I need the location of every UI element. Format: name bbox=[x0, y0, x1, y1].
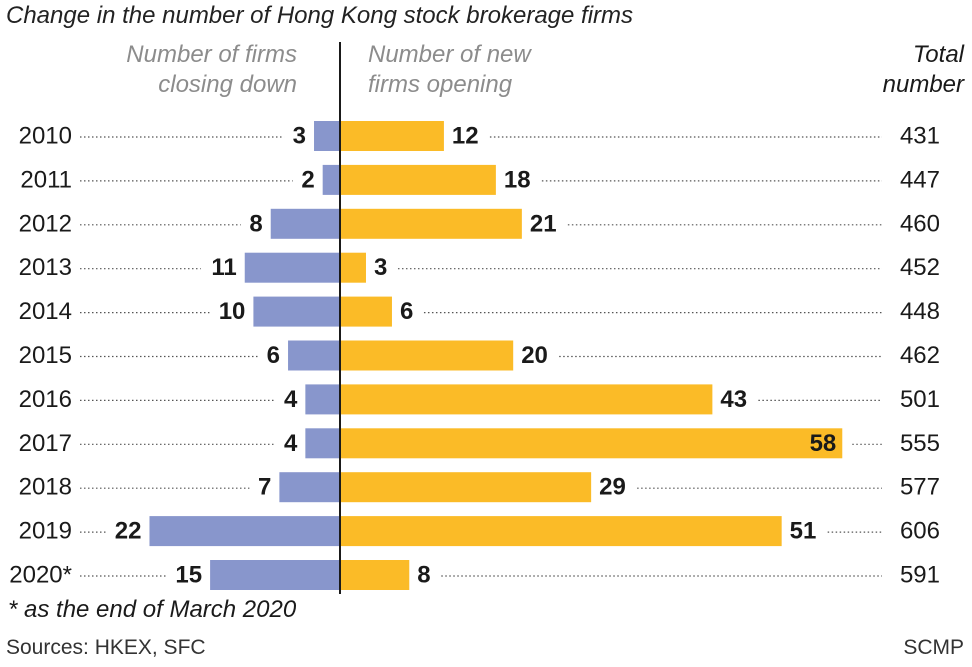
opening-bar bbox=[340, 296, 392, 327]
total-value-label: 448 bbox=[900, 298, 940, 325]
closing-header: Number of firms closing down bbox=[37, 40, 297, 100]
opening-value-label: 18 bbox=[504, 166, 531, 193]
opening-value-label: 12 bbox=[452, 123, 479, 150]
closing-bar bbox=[210, 560, 340, 590]
year-label: 2019 bbox=[19, 518, 72, 545]
year-label: 2010 bbox=[19, 123, 72, 150]
opening-value-label: 6 bbox=[400, 298, 413, 325]
closing-value-label: 10 bbox=[219, 298, 246, 325]
closing-value-label: 8 bbox=[249, 210, 262, 237]
total-value-label: 431 bbox=[900, 123, 940, 150]
sources: Sources: HKEX, SFC bbox=[6, 636, 206, 659]
total-value-label: 577 bbox=[900, 474, 940, 501]
opening-bar bbox=[340, 428, 843, 459]
opening-bar bbox=[340, 560, 410, 590]
opening-value-label: 3 bbox=[374, 254, 387, 281]
closing-value-label: 4 bbox=[284, 386, 298, 413]
opening-value-label: 29 bbox=[599, 474, 626, 501]
opening-header-line2: firms opening bbox=[368, 71, 513, 98]
closing-bar bbox=[149, 516, 340, 547]
year-label: 2016 bbox=[19, 386, 72, 413]
credit: SCMP bbox=[903, 636, 964, 659]
footnote: * as the end of March 2020 bbox=[8, 596, 297, 623]
closing-value-label: 6 bbox=[267, 342, 280, 369]
opening-bar bbox=[340, 384, 713, 415]
chart-title: Change in the number of Hong Kong stock … bbox=[6, 2, 634, 29]
opening-bar bbox=[340, 121, 444, 151]
closing-value-label: 22 bbox=[115, 518, 142, 545]
opening-bar bbox=[340, 472, 592, 503]
closing-value-label: 11 bbox=[211, 254, 236, 281]
total-value-label: 462 bbox=[900, 342, 940, 369]
opening-bar bbox=[340, 164, 496, 195]
opening-value-label: 20 bbox=[521, 342, 548, 369]
closing-bar bbox=[270, 208, 340, 239]
opening-value-label: 43 bbox=[720, 386, 747, 413]
closing-header-line1: Number of firms bbox=[126, 41, 297, 68]
closing-bar bbox=[288, 340, 340, 371]
total-header-line2: number bbox=[882, 71, 964, 98]
total-value-label: 452 bbox=[900, 254, 940, 281]
total-value-label: 460 bbox=[900, 210, 940, 237]
total-value-label: 591 bbox=[900, 562, 940, 589]
opening-bar bbox=[340, 516, 782, 547]
closing-bar bbox=[314, 121, 340, 151]
closing-bar bbox=[305, 428, 340, 459]
year-label: 2017 bbox=[19, 430, 72, 457]
year-label: 2011 bbox=[20, 166, 72, 193]
closing-value-label: 15 bbox=[175, 562, 202, 589]
opening-value-label: 51 bbox=[790, 518, 817, 545]
total-value-label: 606 bbox=[900, 518, 940, 545]
closing-bar bbox=[253, 296, 340, 327]
year-label: 2012 bbox=[19, 210, 72, 237]
year-label: 2015 bbox=[19, 342, 72, 369]
total-header-line1: Total bbox=[912, 41, 964, 68]
total-value-label: 501 bbox=[900, 386, 940, 413]
closing-header-line2: closing down bbox=[158, 71, 297, 98]
closing-value-label: 3 bbox=[293, 123, 306, 150]
closing-bar bbox=[279, 472, 340, 503]
closing-value-label: 4 bbox=[284, 430, 298, 457]
opening-bar bbox=[340, 252, 366, 283]
year-label: 2014 bbox=[19, 298, 72, 325]
year-label: 2018 bbox=[19, 474, 72, 501]
total-value-label: 447 bbox=[900, 166, 940, 193]
opening-header-line1: Number of new bbox=[368, 41, 531, 68]
opening-bar bbox=[340, 208, 522, 239]
closing-value-label: 2 bbox=[301, 166, 314, 193]
closing-value-label: 7 bbox=[258, 474, 271, 501]
opening-value-label: 8 bbox=[417, 562, 430, 589]
year-label: 2020* bbox=[9, 562, 72, 589]
closing-bar bbox=[322, 164, 340, 195]
opening-header: Number of new firms opening bbox=[368, 40, 628, 100]
total-header: Total number bbox=[804, 40, 964, 100]
opening-value-label: 21 bbox=[530, 210, 557, 237]
opening-value-label: 58 bbox=[810, 430, 837, 457]
total-value-label: 555 bbox=[900, 430, 940, 457]
year-label: 2013 bbox=[19, 254, 72, 281]
closing-bar bbox=[244, 252, 340, 283]
opening-bar bbox=[340, 340, 514, 371]
closing-bar bbox=[305, 384, 340, 415]
